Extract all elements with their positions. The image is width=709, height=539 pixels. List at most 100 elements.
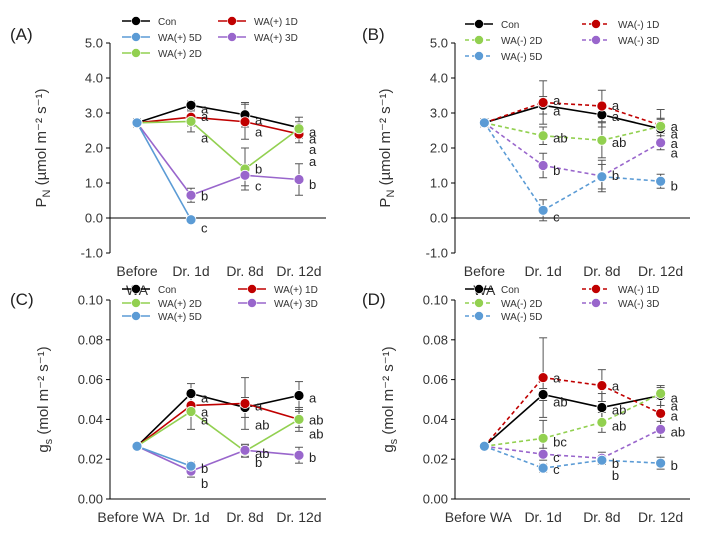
significance-letter: ab — [671, 424, 685, 439]
y-tick-label: 0.02 — [423, 452, 448, 467]
legend-swatch-marker — [474, 311, 484, 321]
y-axis-title-units: (µmol m⁻² s⁻¹) — [377, 88, 394, 189]
legend-label: WA(+) 3D — [254, 33, 298, 44]
legend-swatch-marker — [247, 284, 257, 294]
y-axis-title-subscript: s — [43, 438, 55, 444]
series-line-segment — [601, 113, 661, 130]
series-line-segment — [601, 384, 661, 415]
data-point — [239, 444, 251, 456]
data-point — [185, 116, 197, 127]
y-axis-title: PN (µmol m⁻² s⁻¹) — [377, 88, 397, 207]
significance-letter: bc — [553, 434, 567, 449]
data-point — [537, 462, 549, 474]
significance-letter: b — [309, 177, 316, 192]
x-tick-label: Dr. 8d — [583, 509, 620, 525]
y-tick-label: 0.10 — [78, 293, 103, 308]
y-axis-title-subscript: N — [41, 190, 53, 198]
legend-swatch-marker — [591, 19, 601, 29]
significance-letter: a — [255, 113, 263, 128]
significance-letter: a — [309, 391, 317, 406]
data-point — [293, 123, 305, 135]
x-tick-label: Before WA — [97, 509, 165, 525]
y-axis-title-symbol: g — [35, 444, 52, 452]
y-tick-label: 5.0 — [430, 36, 448, 51]
data-point — [478, 117, 490, 129]
significance-letter: a — [553, 103, 561, 118]
significance-letter: b — [255, 455, 262, 470]
legend-label: WA(+) 5D — [158, 33, 202, 44]
series-line-segment — [542, 164, 603, 177]
data-point — [537, 160, 549, 171]
y-axis-title-units: (mol m⁻² s⁻¹) — [35, 346, 52, 438]
chart-panel-d: (D) 0.00 0.02 0.04 0.06 0.08 0.10 gs (mol m⁻² s… — [362, 284, 690, 525]
series-line-segment — [244, 120, 300, 135]
significance-letter: c — [553, 450, 560, 465]
series-line-segment — [483, 122, 544, 211]
legend-swatch-marker — [247, 298, 257, 308]
legend-label: WA(+) 1D — [254, 17, 298, 28]
y-tick-label: 0.06 — [423, 372, 448, 387]
data-point — [478, 440, 490, 452]
significance-letter: a — [201, 131, 209, 146]
y-axis-title-subscript: s — [388, 438, 400, 444]
series-line-segment — [190, 449, 246, 472]
series-line-segment — [484, 445, 544, 469]
y-axis-title-symbol: P — [377, 198, 394, 208]
legend-label: WA(-) 2D — [501, 299, 542, 310]
series-line-segment — [190, 116, 246, 123]
significance-letter: b — [201, 461, 208, 476]
y-tick-label: 0.10 — [423, 293, 448, 308]
significance-letter: b — [309, 450, 316, 465]
y-tick-label: 0.0 — [85, 211, 103, 226]
x-tick-label: Dr. 1d — [172, 263, 209, 279]
significance-letter: b — [612, 168, 619, 183]
significance-letter: a — [671, 398, 679, 413]
series-line-segment — [190, 410, 246, 452]
data-point — [239, 398, 251, 409]
legend-swatch-marker — [131, 311, 141, 321]
series-line-segment — [190, 392, 246, 409]
y-tick-label: 0.0 — [430, 211, 448, 226]
x-tick-label: Dr. 8d — [226, 263, 263, 279]
data-point — [655, 388, 667, 399]
data-point — [596, 454, 608, 466]
legend-swatch-marker — [131, 32, 141, 42]
significance-letter: a — [612, 98, 620, 113]
series-line-segment — [136, 404, 192, 447]
y-tick-label: 1.0 — [430, 176, 448, 191]
legend-label: WA(+) 2D — [158, 299, 202, 310]
series-line-segment — [190, 402, 246, 407]
data-point — [655, 137, 667, 149]
significance-letter: ab — [309, 426, 323, 441]
series-line-segment — [190, 104, 246, 116]
legend-label: WA(+) 2D — [158, 49, 202, 60]
data-point — [655, 120, 667, 132]
panel-label: (C) — [10, 290, 34, 309]
y-tick-label: 0.06 — [78, 372, 103, 387]
legend-swatch-marker — [474, 51, 484, 61]
significance-letter: b — [201, 188, 208, 203]
legend-swatch-marker — [131, 48, 141, 58]
significance-letter: a — [612, 109, 620, 124]
significance-letter: ab — [612, 135, 626, 150]
y-axis-title: gs (mol m⁻² s⁻¹) — [380, 346, 400, 452]
panel-label: (B) — [362, 25, 385, 44]
significance-letter: b — [671, 179, 678, 194]
data-point — [537, 97, 549, 108]
x-tick-label: Dr. 8d — [226, 509, 263, 525]
legend-label: WA(-) 1D — [618, 20, 659, 31]
data-point — [185, 388, 197, 399]
y-axis-title-symbol: P — [33, 198, 50, 208]
significance-letter: a — [255, 398, 263, 413]
legend-swatch-marker — [474, 19, 484, 29]
legend-swatch-marker — [227, 32, 237, 42]
series-line-segment — [601, 142, 662, 177]
significance-letter: c — [255, 179, 262, 194]
y-tick-label: 2.0 — [430, 141, 448, 156]
y-tick-label: 0.04 — [423, 412, 448, 427]
series-line-segment — [601, 105, 661, 127]
x-tick-label: Dr. 12d — [276, 509, 321, 525]
series-line-segment — [543, 134, 602, 142]
